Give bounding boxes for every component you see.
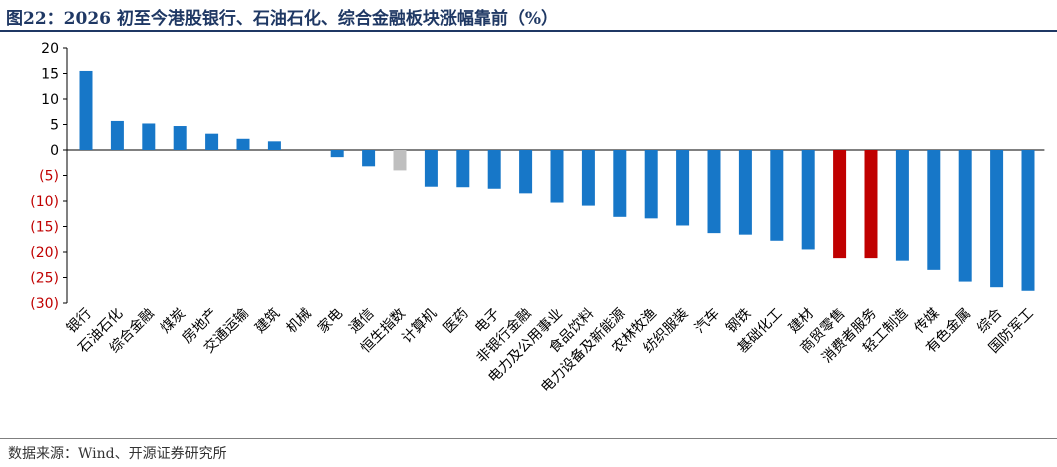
source-note: 数据来源：Wind、开源证券研究所 xyxy=(8,446,227,462)
bar xyxy=(1021,150,1035,291)
bars xyxy=(79,70,1035,291)
bar xyxy=(236,138,250,150)
bar xyxy=(770,150,784,241)
x-tick-label: 医药 xyxy=(441,306,472,337)
bar xyxy=(267,141,281,150)
y-tick-label: (10) xyxy=(30,194,59,210)
x-tick-label: 家电 xyxy=(314,305,346,337)
y-tick-label: 10 xyxy=(41,92,59,108)
bar xyxy=(173,126,187,150)
bar xyxy=(424,150,438,187)
x-tick-label: 汽车 xyxy=(691,305,723,337)
y-tick-label: 15 xyxy=(41,67,59,83)
x-tick-label: 机械 xyxy=(284,306,315,337)
bar xyxy=(581,150,595,206)
bar xyxy=(393,150,407,171)
bar xyxy=(79,70,93,150)
y-tick-label: (30) xyxy=(30,296,59,312)
bar xyxy=(142,123,156,150)
bar xyxy=(330,150,344,158)
bar xyxy=(738,150,752,235)
y-tick-label: (5) xyxy=(39,169,59,185)
y-tick-label: (20) xyxy=(30,245,59,261)
bar xyxy=(801,150,815,250)
x-tick-label: 建筑 xyxy=(252,306,283,337)
bar xyxy=(644,150,658,219)
title-divider xyxy=(0,30,1057,32)
bar-chart: 20 15 10 5 0 (5) (10) (15) (20) (25) (30) 银行石油石化综合… xyxy=(30,41,1045,396)
bar xyxy=(895,150,909,261)
bar xyxy=(676,150,690,226)
bar xyxy=(864,150,878,259)
y-tick-label: (15) xyxy=(30,220,59,236)
y-tick-label: 20 xyxy=(41,41,59,57)
bar xyxy=(990,150,1004,288)
bar xyxy=(487,150,501,189)
bar xyxy=(519,150,533,194)
y-tick-label: (25) xyxy=(30,271,59,287)
footer-divider xyxy=(0,438,1057,439)
bar xyxy=(707,150,721,234)
bar xyxy=(833,150,847,259)
x-tick-label: 计算机 xyxy=(399,306,440,347)
bar xyxy=(613,150,627,217)
bar xyxy=(927,150,941,270)
bar xyxy=(205,133,219,150)
y-axis: 20 15 10 5 0 (5) (10) (15) (20) (25) (30) xyxy=(30,41,1045,312)
bar xyxy=(362,150,376,167)
y-tick-label: 5 xyxy=(50,118,59,134)
bar xyxy=(550,150,564,203)
y-tick-label: 0 xyxy=(50,143,59,159)
chart-title: 图22：2026 初至今港股银行、石油石化、综合金融板块涨幅靠前（%） xyxy=(6,9,559,29)
bar xyxy=(110,120,124,150)
bar xyxy=(958,150,972,282)
bar xyxy=(456,150,470,188)
